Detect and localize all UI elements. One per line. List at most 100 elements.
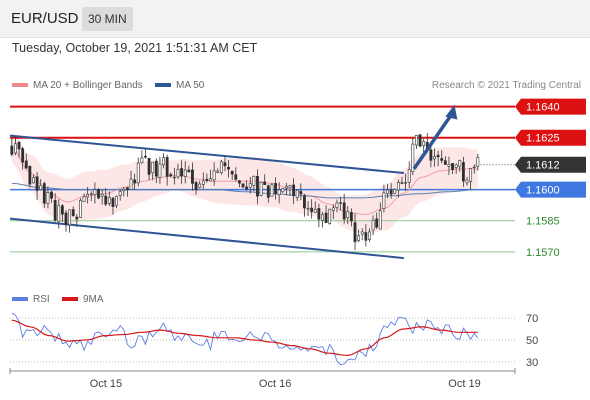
candle-body <box>429 149 433 161</box>
forecast-arrow-head <box>445 104 458 120</box>
candle-body <box>295 190 299 198</box>
pivot-label-tag <box>515 181 586 198</box>
candle-body <box>368 231 371 240</box>
candle-body <box>187 169 191 173</box>
candle-body <box>129 178 133 190</box>
legend-rsi-ma-label: 9MA <box>83 294 104 305</box>
resistance-label-tag <box>515 129 586 146</box>
legend-ma50-label: MA 50 <box>176 80 205 91</box>
candle-body <box>57 205 61 222</box>
candle-body <box>415 135 418 146</box>
candle-body <box>472 166 476 169</box>
candle-body <box>162 157 165 166</box>
candle-body <box>68 209 72 226</box>
candle-body <box>136 162 140 184</box>
candle-body <box>443 160 447 165</box>
candle-body <box>60 205 64 215</box>
candle-body <box>158 163 162 178</box>
legend-rsi-ma: 9MA <box>62 294 104 305</box>
current-label-tag <box>515 156 586 173</box>
moving-average-layer <box>11 147 478 216</box>
candle-body <box>306 207 310 210</box>
candle-body <box>230 170 234 175</box>
candle-body <box>21 148 25 163</box>
candle-body <box>465 179 469 184</box>
candle-body <box>404 182 408 184</box>
candle-body <box>100 194 104 197</box>
channel-layer <box>9 134 404 260</box>
candle-body <box>144 155 147 158</box>
candle-body <box>259 182 263 196</box>
support-label: 1.1585 <box>526 216 560 228</box>
candle-body <box>234 174 238 180</box>
rsi-ma-line <box>11 319 478 357</box>
candle-body <box>317 208 321 220</box>
time-axis-label: Oct 15 <box>90 378 122 390</box>
bollinger-band-layer <box>11 133 478 235</box>
candle-body <box>205 178 209 181</box>
candle-body <box>346 211 350 219</box>
candle-body <box>396 181 400 191</box>
candle-body <box>35 176 39 191</box>
candle-body <box>89 193 93 195</box>
candle-body <box>154 160 158 177</box>
candle-body <box>335 202 339 208</box>
resistance-label-tag <box>515 98 586 115</box>
ma50-line <box>11 182 478 199</box>
legend-rsi-label: RSI <box>33 294 50 305</box>
rsi-ma-swatch <box>62 297 78 302</box>
candle-body <box>418 134 422 147</box>
candle-body <box>447 164 451 167</box>
candle-body <box>364 232 368 241</box>
resistance-label: 1.1640 <box>526 102 560 114</box>
candle-body <box>256 175 259 197</box>
candle-body <box>219 161 223 174</box>
candle-body <box>360 231 364 235</box>
candle-body <box>86 194 90 198</box>
candle-body <box>310 207 314 213</box>
pivot-label: 1.1600 <box>526 185 560 197</box>
resistance-label: 1.1625 <box>526 133 560 145</box>
candle-body <box>223 162 227 167</box>
candle-body <box>115 196 118 206</box>
rsi-tick-label: 30 <box>526 357 538 369</box>
candle-body <box>24 160 28 169</box>
candle-body <box>349 212 353 222</box>
rsi-tick-label: 50 <box>526 335 538 347</box>
candle-body <box>440 158 444 161</box>
candle-body <box>28 165 32 185</box>
instrument-symbol: EUR/USD <box>11 10 79 27</box>
candle-body <box>451 163 454 170</box>
rsi-tick-label: 70 <box>526 313 538 325</box>
candle-body <box>411 143 415 172</box>
candle-body <box>198 183 202 188</box>
candle-body <box>180 168 184 177</box>
forecast-arrow-shaft <box>412 113 453 170</box>
time-axis: Oct 15 Oct 16 Oct 19 <box>9 368 516 390</box>
candle-body <box>10 145 14 155</box>
candle-body <box>274 183 277 195</box>
candle-body <box>321 214 324 221</box>
time-axis-label: Oct 16 <box>259 378 291 390</box>
candle-body <box>216 170 220 173</box>
forecast-arrow-layer <box>412 104 458 170</box>
candle-body <box>183 169 187 177</box>
candle-body <box>71 209 75 217</box>
candle-body <box>53 200 57 221</box>
candle-body <box>133 179 137 184</box>
candle-body <box>436 154 440 158</box>
candle-body <box>378 210 382 230</box>
rsi-swatch <box>12 297 28 302</box>
timeframe-badge[interactable]: 30 MIN <box>82 7 133 31</box>
candle-body <box>212 170 216 181</box>
candle-body <box>342 202 346 220</box>
candle-body <box>277 189 281 196</box>
candle-body <box>245 186 249 190</box>
candle-body <box>458 160 462 167</box>
candle-body <box>292 184 296 196</box>
candle-body <box>241 183 245 188</box>
legend-ma20-label: MA 20 + Bollinger Bands <box>33 80 143 91</box>
candle-body <box>104 195 108 205</box>
